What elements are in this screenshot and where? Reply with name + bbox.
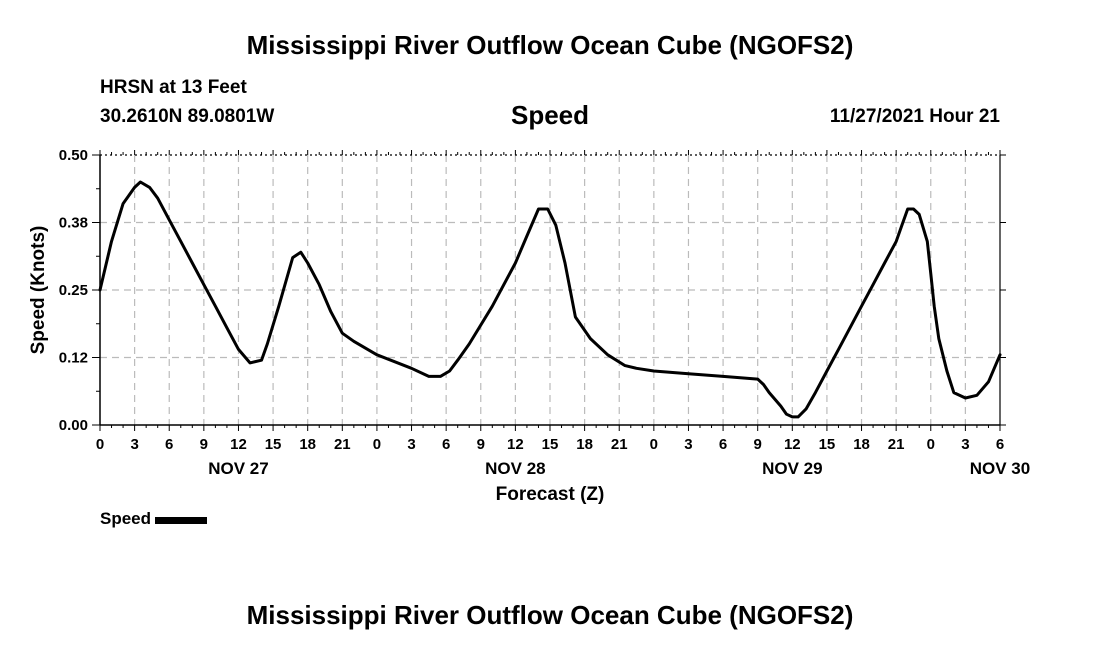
- x-tick-label: 9: [754, 436, 762, 453]
- x-tick-label: 15: [542, 436, 559, 453]
- x-tick-label: 18: [299, 436, 316, 453]
- x-tick-label: 12: [507, 436, 524, 453]
- x-tick-label: 21: [611, 436, 628, 453]
- x-tick-label: 0: [650, 436, 658, 453]
- x-tick-label: 6: [165, 436, 173, 453]
- day-label: NOV 30: [970, 459, 1030, 478]
- x-tick-label: 21: [334, 436, 351, 453]
- y-tick-label: 0.50: [59, 147, 88, 164]
- day-label: NOV 28: [485, 459, 545, 478]
- label-layer: 0 3 6 9 12 15 18 21 0 3 6 9 12 15 18 21 0 3 6 9 12 15 18 21 0 3 6 0…: [28, 147, 1030, 505]
- x-tick-label: 0: [927, 436, 935, 453]
- x-tick-label: 0: [96, 436, 104, 453]
- legend: Speed: [100, 509, 208, 529]
- x-tick-label: 3: [961, 436, 969, 453]
- speed-series-line: [98, 180, 1002, 419]
- x-tick-label: 9: [477, 436, 485, 453]
- x-tick-label: 6: [442, 436, 450, 453]
- series-layer: [98, 180, 1002, 419]
- x-tick-label: 18: [853, 436, 870, 453]
- x-tick-label: 15: [819, 436, 836, 453]
- variable-label: Speed: [510, 100, 590, 130]
- x-tick-label: 12: [784, 436, 801, 453]
- legend-line-swatch: [155, 516, 208, 524]
- datetime-label: 11/27/2021 Hour 21: [829, 106, 1000, 127]
- x-tick-label: 9: [200, 436, 208, 453]
- x-tick-label: 15: [265, 436, 282, 453]
- x-tick-label: 6: [719, 436, 727, 453]
- x-tick-label: 0: [373, 436, 381, 453]
- day-label: NOV 29: [762, 459, 822, 478]
- page-title: Mississippi River Outflow Ocean Cube (NG…: [246, 30, 854, 60]
- station-label: HRSN at 13 Feet: [100, 77, 247, 98]
- footer-title: Mississippi River Outflow Ocean Cube (NG…: [246, 600, 854, 630]
- x-tick-label: 3: [407, 436, 415, 453]
- coordinates-label: 30.2610N 89.0801W: [100, 106, 275, 127]
- x-tick-label: 3: [684, 436, 692, 453]
- y-axis-title: Speed (Knots): [28, 226, 49, 355]
- x-tick-label: 3: [130, 436, 138, 453]
- y-tick-label: 0.12: [59, 350, 88, 367]
- grid-layer: [100, 155, 1000, 425]
- x-tick-label: 12: [230, 436, 247, 453]
- x-tick-label: 6: [996, 436, 1004, 453]
- y-tick-label: 0.00: [59, 417, 88, 434]
- y-tick-label: 0.38: [59, 215, 88, 232]
- legend-label: Speed: [100, 509, 152, 528]
- x-tick-label: 18: [576, 436, 593, 453]
- day-label: NOV 27: [208, 459, 268, 478]
- y-tick-label: 0.25: [59, 282, 88, 299]
- x-axis-title: Forecast (Z): [496, 484, 605, 505]
- x-tick-label: 21: [888, 436, 905, 453]
